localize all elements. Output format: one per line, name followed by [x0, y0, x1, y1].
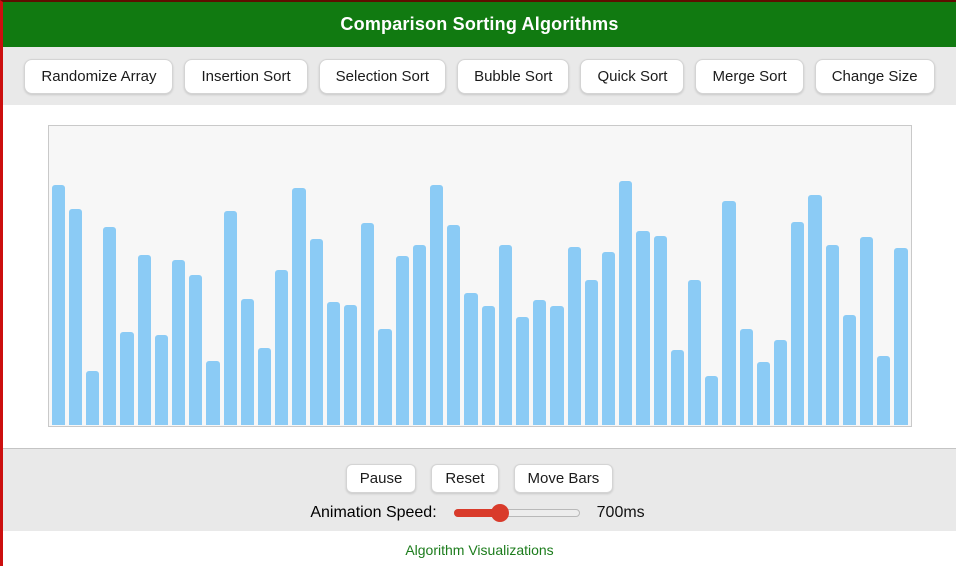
- array-bar: [636, 231, 650, 425]
- array-bar: [825, 245, 839, 425]
- array-bar: [206, 361, 220, 425]
- reset-button[interactable]: Reset: [431, 464, 499, 493]
- array-bar: [171, 260, 186, 425]
- randomize-array-button[interactable]: Randomize Array: [24, 58, 174, 94]
- array-bar: [877, 356, 891, 425]
- array-bar: [429, 185, 444, 425]
- array-bar: [602, 252, 616, 425]
- array-bar: [894, 248, 908, 425]
- playback-buttons: Pause Reset Move Bars: [3, 464, 956, 493]
- speed-row: Animation Speed: 700ms: [3, 504, 956, 522]
- array-bar: [550, 306, 564, 425]
- array-bar: [292, 188, 306, 425]
- array-bar: [688, 280, 702, 425]
- array-bar: [842, 315, 857, 425]
- array-bar: [103, 227, 117, 425]
- array-bar: [705, 376, 719, 425]
- array-bar: [275, 270, 289, 425]
- array-bar: [378, 329, 392, 425]
- array-bar: [85, 371, 100, 425]
- toolbar: Randomize Array Insertion Sort Selection S…: [3, 47, 956, 105]
- change-size-button[interactable]: Change Size: [814, 58, 935, 94]
- array-bar: [447, 225, 461, 425]
- quick-sort-button[interactable]: Quick Sort: [580, 58, 685, 94]
- array-bar: [515, 317, 530, 425]
- move-bars-button[interactable]: Move Bars: [513, 464, 614, 493]
- animation-speed-slider[interactable]: [453, 504, 580, 522]
- pause-button[interactable]: Pause: [345, 464, 417, 493]
- array-bar: [860, 237, 874, 425]
- array-bar: [137, 255, 151, 425]
- merge-sort-button[interactable]: Merge Sort: [695, 58, 804, 94]
- animation-speed-label: Animation Speed:: [310, 504, 437, 521]
- bubble-sort-button[interactable]: Bubble Sort: [457, 58, 570, 94]
- array-bar: [739, 329, 753, 425]
- selection-sort-button[interactable]: Selection Sort: [318, 58, 447, 94]
- array-bar: [68, 209, 82, 425]
- array-bar: [189, 275, 203, 425]
- array-bar: [533, 300, 547, 425]
- array-bar: [395, 256, 409, 425]
- array-bar: [808, 195, 822, 425]
- array-bar: [498, 245, 512, 425]
- array-bar: [154, 335, 168, 425]
- app-header: Comparison Sorting Algorithms: [3, 2, 956, 47]
- array-bar: [791, 222, 805, 425]
- controls-band: Pause Reset Move Bars Animation Speed: 700…: [3, 448, 956, 531]
- page-footer: Algorithm Visualizations: [3, 531, 956, 560]
- array-bar: [361, 223, 375, 425]
- array-bar: [120, 332, 134, 425]
- array-bar: [481, 306, 495, 425]
- array-bar: [464, 293, 478, 425]
- array-bar: [412, 245, 426, 425]
- array-bar: [619, 181, 633, 425]
- bar-chart: [47, 125, 912, 427]
- array-bar: [653, 236, 667, 425]
- array-bar: [567, 247, 581, 425]
- array-bar: [584, 280, 598, 425]
- algorithm-visualizations-link[interactable]: Algorithm Visualizations: [405, 542, 554, 558]
- array-bar: [240, 299, 254, 425]
- insertion-sort-button[interactable]: Insertion Sort: [184, 58, 308, 94]
- array-bar: [51, 185, 65, 425]
- array-bar: [670, 350, 685, 425]
- array-bar: [774, 340, 788, 425]
- slider-thumb[interactable]: [491, 504, 510, 522]
- animation-speed-value: 700ms: [596, 504, 645, 521]
- array-bar: [309, 239, 323, 425]
- array-bar: [223, 211, 237, 425]
- array-bar: [722, 201, 736, 425]
- array-bar: [343, 305, 358, 425]
- slider-fill: [453, 509, 501, 517]
- array-bar: [326, 302, 340, 425]
- array-bar: [756, 362, 771, 425]
- array-bar: [257, 348, 272, 425]
- page-title: Comparison Sorting Algorithms: [340, 14, 619, 34]
